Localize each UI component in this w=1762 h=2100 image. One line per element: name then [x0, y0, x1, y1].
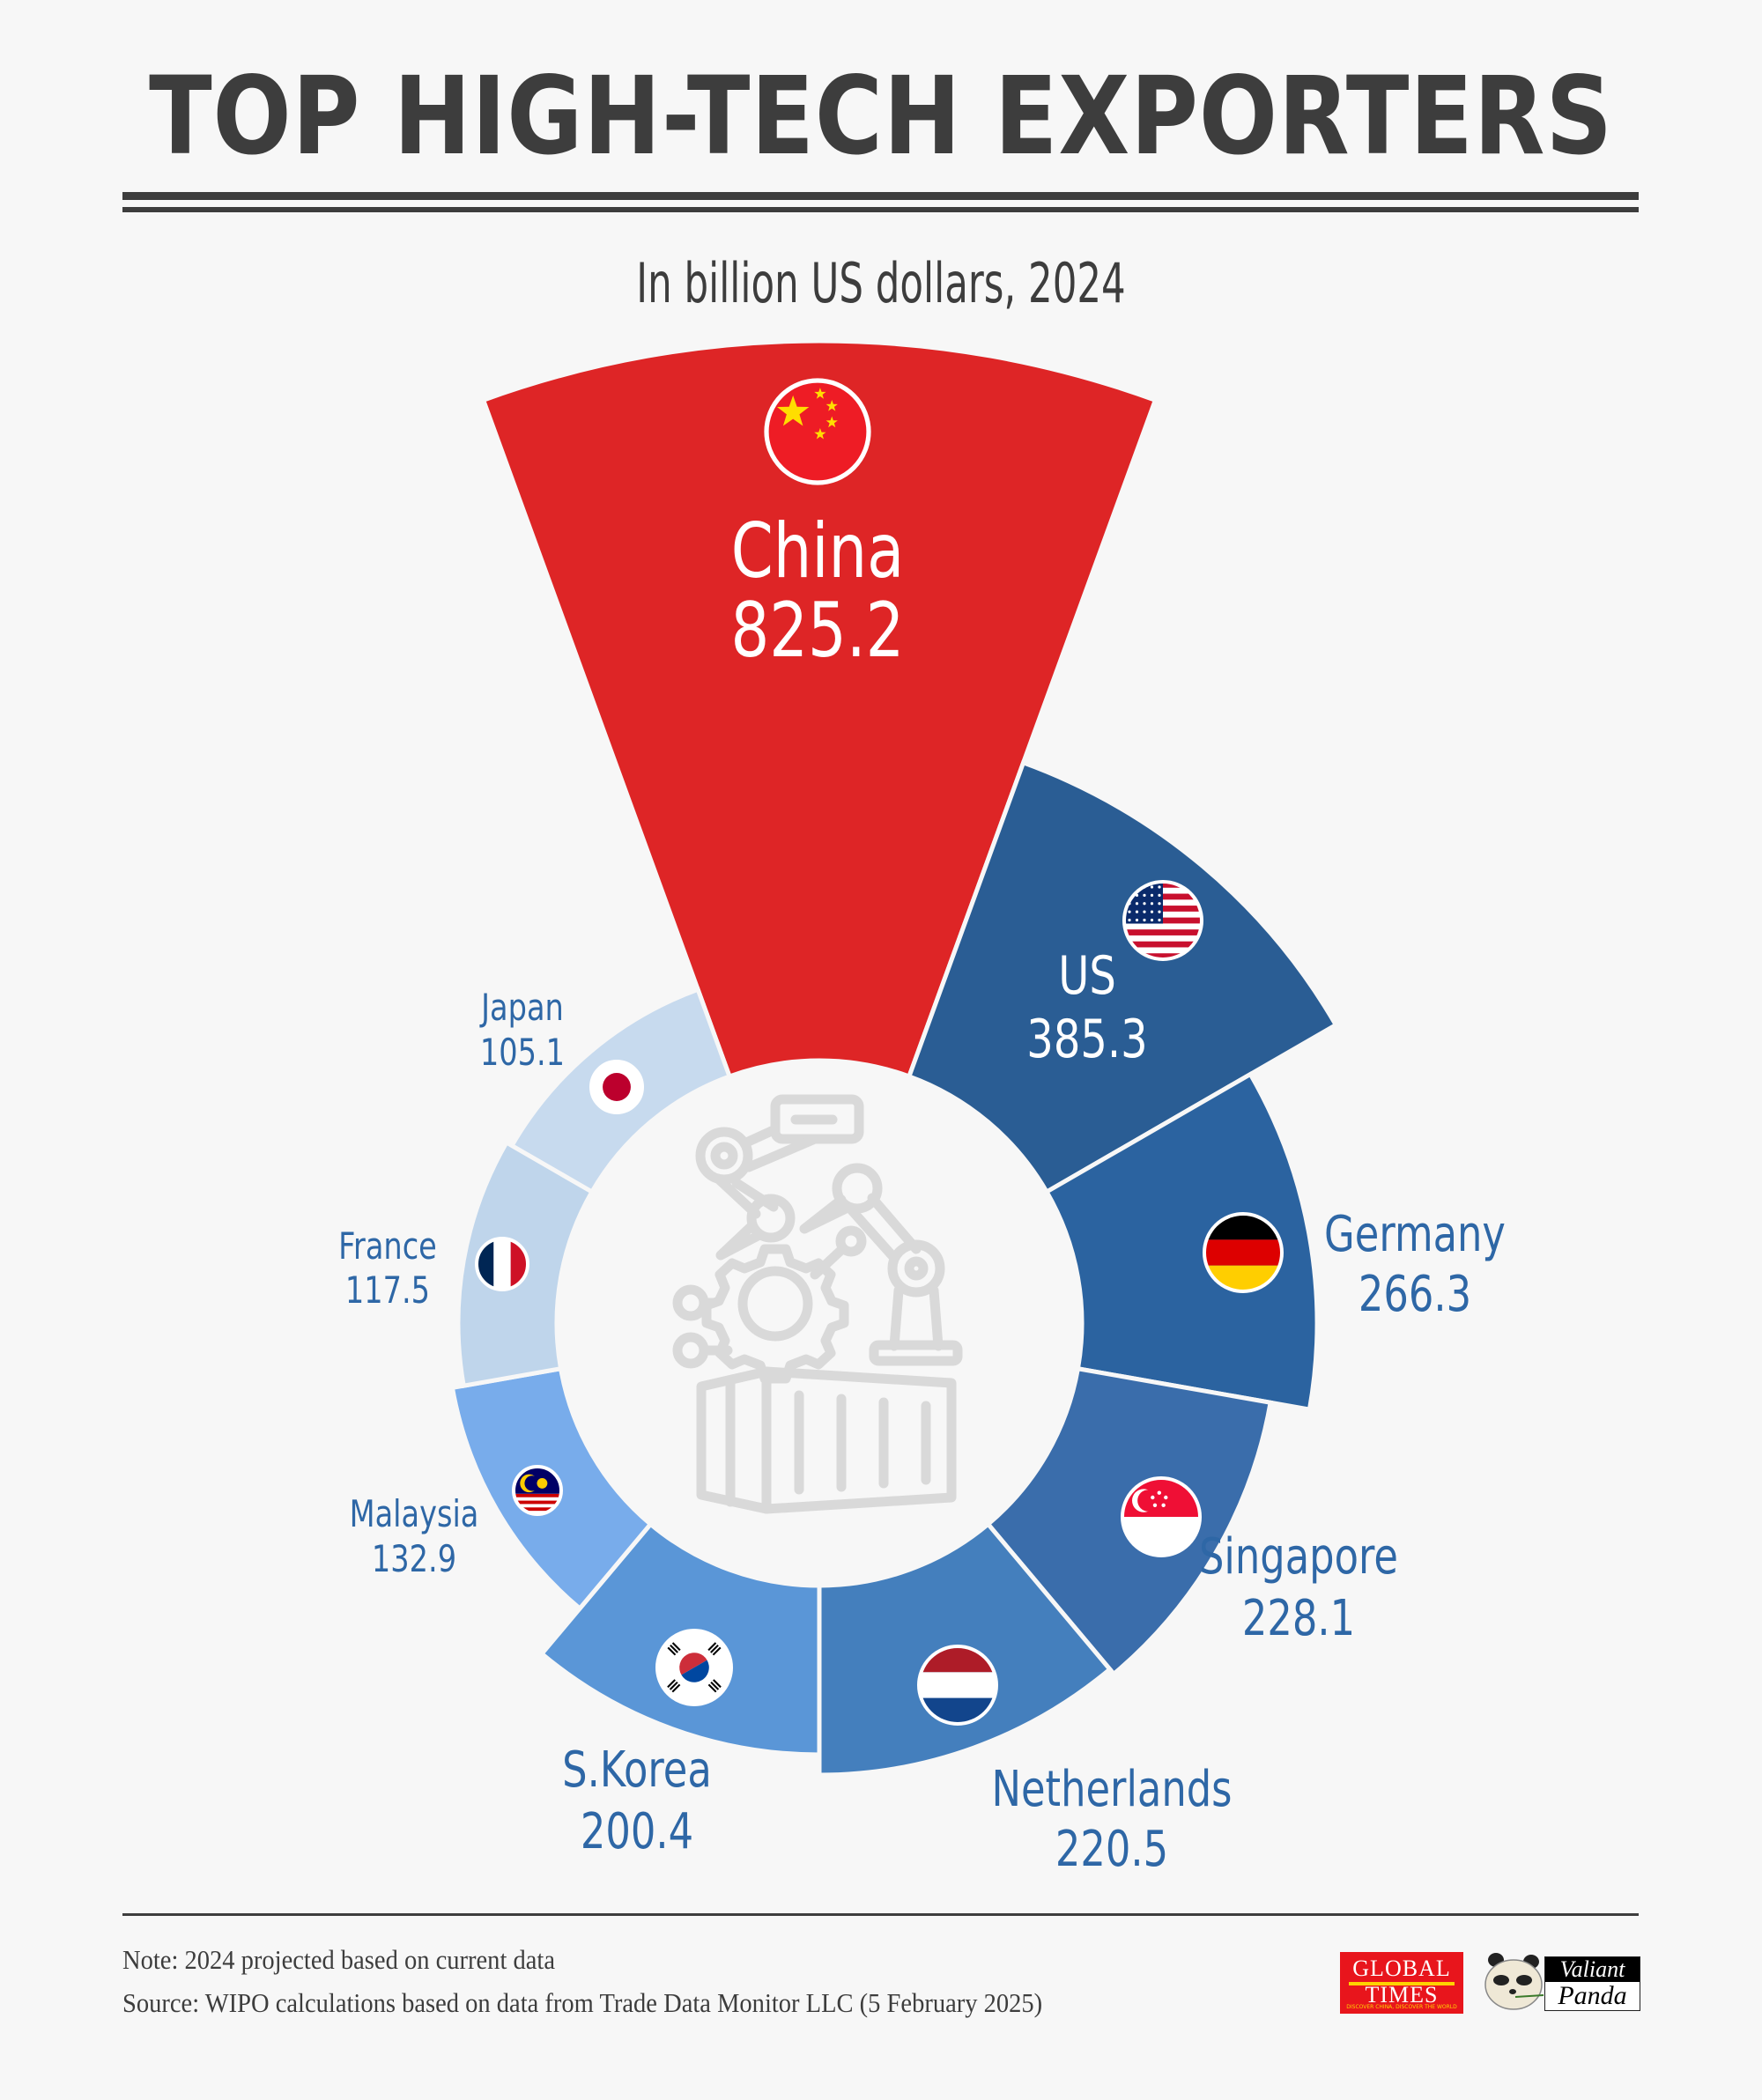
south-korea-flag-icon: [655, 1629, 733, 1706]
country-name: Japan: [479, 986, 563, 1029]
footer-divider: [122, 1913, 1639, 1916]
segment-germany: [1043, 1071, 1320, 1413]
country-name: France: [338, 1224, 437, 1268]
footer-note: Note: 2024 projected based on current da…: [122, 1944, 556, 1975]
export-value: 266.3: [1359, 1265, 1471, 1322]
global-times-logo-line1: GLOBAL: [1352, 1956, 1451, 1981]
france-flag-icon: [475, 1237, 529, 1291]
chart-subtitle: In billion US dollars, 2024: [636, 251, 1126, 315]
china-flag-icon: [764, 378, 871, 485]
footer-source: Source: WIPO calculations based on data …: [122, 1987, 1043, 2018]
global-times-logo-bar: [1349, 1982, 1455, 1985]
segment-china: [480, 338, 1159, 1080]
netherlands-flag-icon: [917, 1645, 998, 1726]
country-name: Singapore: [1199, 1527, 1398, 1585]
export-value: 132.9: [372, 1537, 456, 1580]
page-title: TOP HIGH-TECH EXPORTERS: [149, 54, 1613, 179]
global-times-logo-tagline: DISCOVER CHINA, DISCOVER THE WORLD: [1346, 2004, 1457, 2010]
global-times-logo-line2: TIMES: [1365, 1982, 1439, 2008]
export-value: 105.1: [480, 1031, 565, 1074]
panda-mascot-icon: [1484, 1953, 1544, 2010]
export-value: 228.1: [1242, 1589, 1355, 1646]
japan-flag-icon: [589, 1060, 644, 1114]
export-value: 385.3: [1026, 1009, 1147, 1070]
title-divider-thick: [122, 192, 1639, 200]
robot-arm-gear-container-icon: [672, 1094, 963, 1514]
us-flag-icon: [1122, 880, 1203, 961]
valiant-panda-logo: Valiant Panda: [1480, 1951, 1640, 2013]
valiant-panda-wordmark: Valiant Panda: [1544, 1956, 1640, 2011]
export-value: 220.5: [1055, 1820, 1168, 1877]
export-value: 825.2: [731, 588, 905, 675]
global-times-logo: GLOBAL TIMES DISCOVER CHINA, DISCOVER TH…: [1340, 1952, 1463, 2014]
valiant-panda-line1: Valiant: [1545, 1957, 1640, 1982]
germany-flag-icon: [1203, 1212, 1284, 1293]
malaysia-flag-icon: [512, 1465, 563, 1516]
country-name: Malaysia: [350, 1492, 479, 1535]
country-name: US: [1058, 945, 1116, 1007]
title-divider-thin: [122, 207, 1639, 212]
export-value: 200.4: [581, 1802, 693, 1860]
singapore-flag-icon: [1121, 1476, 1202, 1557]
country-name: Germany: [1324, 1205, 1506, 1262]
country-name: S.Korea: [562, 1741, 712, 1798]
valiant-panda-line2: Panda: [1558, 1981, 1627, 2010]
chart-labels: China825.2US385.3Germany266.3Singapore22…: [338, 378, 1506, 1877]
country-name: China: [731, 508, 904, 595]
country-name: Netherlands: [991, 1760, 1232, 1817]
export-value: 117.5: [345, 1268, 430, 1312]
